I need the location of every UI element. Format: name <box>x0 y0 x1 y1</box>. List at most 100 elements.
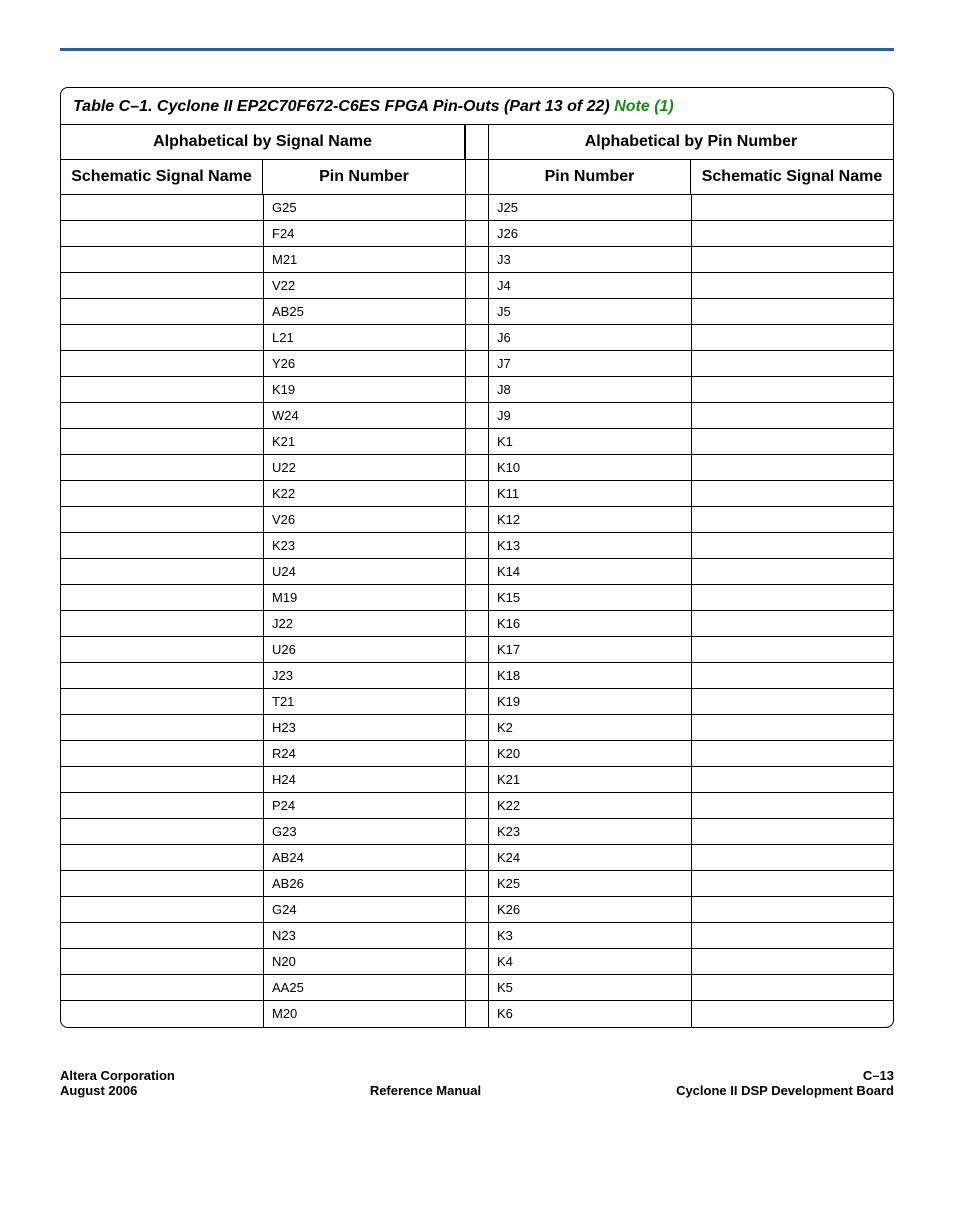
table-cell-pin: K5 <box>489 975 691 1001</box>
gap-cell <box>465 767 489 793</box>
table-cell-schematic <box>691 663 893 689</box>
table-note-link[interactable]: Note (1) <box>614 98 674 115</box>
table-cell-pin: K24 <box>489 845 691 871</box>
table-cell-pin: J7 <box>489 351 691 377</box>
gap-cell <box>465 325 489 351</box>
gap-cell <box>465 429 489 455</box>
gap-cell <box>465 455 489 481</box>
group-header-left: Alphabetical by Signal Name <box>61 125 465 160</box>
table-cell-pin: K14 <box>489 559 691 585</box>
table-cell-schematic <box>61 585 263 611</box>
table-cell-schematic <box>61 455 263 481</box>
table-cell-pin: K11 <box>489 481 691 507</box>
table-cell-schematic <box>691 325 893 351</box>
table-cell-pin: G24 <box>263 897 465 923</box>
table-cell-pin: J6 <box>489 325 691 351</box>
table-cell-pin: J5 <box>489 299 691 325</box>
table-cell-pin: K23 <box>263 533 465 559</box>
table-cell-schematic <box>61 793 263 819</box>
table-cell-pin: K22 <box>489 793 691 819</box>
table-cell-pin: K15 <box>489 585 691 611</box>
table-cell-schematic <box>691 845 893 871</box>
gap-cell <box>465 689 489 715</box>
table-cell-schematic <box>61 715 263 741</box>
table-cell-schematic <box>691 299 893 325</box>
table-cell-schematic <box>691 273 893 299</box>
gap-cell <box>465 1001 489 1027</box>
table-cell-pin: J4 <box>489 273 691 299</box>
table-cell-schematic <box>61 819 263 845</box>
table-cell-schematic <box>61 949 263 975</box>
gap-cell <box>465 403 489 429</box>
gap-header <box>465 125 489 160</box>
table-cell-pin: J23 <box>263 663 465 689</box>
table-cell-schematic <box>61 299 263 325</box>
table-cell-schematic <box>691 351 893 377</box>
table-cell-pin: K20 <box>489 741 691 767</box>
footer-company: Altera Corporation <box>60 1068 175 1083</box>
table-cell-schematic <box>691 871 893 897</box>
table-cell-schematic <box>691 429 893 455</box>
table-cell-schematic <box>691 741 893 767</box>
table-cell-schematic <box>691 585 893 611</box>
gap-cell <box>465 741 489 767</box>
table-cell-schematic <box>61 403 263 429</box>
table-cell-pin: K6 <box>489 1001 691 1027</box>
table-cell-pin: J22 <box>263 611 465 637</box>
gap-header2 <box>465 160 489 195</box>
table-cell-pin: K18 <box>489 663 691 689</box>
table-cell-pin: AB26 <box>263 871 465 897</box>
table-cell-schematic <box>691 923 893 949</box>
table-cell-pin: K4 <box>489 949 691 975</box>
gap-cell <box>465 793 489 819</box>
table-cell-schematic <box>61 1001 263 1027</box>
table-cell-schematic <box>691 403 893 429</box>
table-cell-schematic <box>61 767 263 793</box>
table-cell-schematic <box>691 377 893 403</box>
gap-cell <box>465 585 489 611</box>
table-cell-pin: K19 <box>489 689 691 715</box>
table-cell-pin: K21 <box>263 429 465 455</box>
table-cell-schematic <box>61 377 263 403</box>
table-title: Table C–1. Cyclone II EP2C70F672-C6ES FP… <box>61 88 893 125</box>
table-cell-pin: K1 <box>489 429 691 455</box>
table-cell-schematic <box>691 949 893 975</box>
table-cell-schematic <box>61 273 263 299</box>
table-cell-pin: U24 <box>263 559 465 585</box>
page-content: Table C–1. Cyclone II EP2C70F672-C6ES FP… <box>0 51 954 1028</box>
table-cell-pin: K3 <box>489 923 691 949</box>
gap-cell <box>465 195 489 221</box>
gap-cell <box>465 507 489 533</box>
table-cell-schematic <box>691 897 893 923</box>
gap-cell <box>465 247 489 273</box>
table-cell-schematic <box>61 975 263 1001</box>
table-cell-pin: M21 <box>263 247 465 273</box>
footer-doc-title: Reference Manual <box>370 1083 481 1098</box>
table-cell-pin: J26 <box>489 221 691 247</box>
col-header-schematic-left: Schematic Signal Name <box>61 160 263 195</box>
table-cell-pin: V22 <box>263 273 465 299</box>
gap-cell <box>465 715 489 741</box>
table-cell-pin: V26 <box>263 507 465 533</box>
table-cell-schematic <box>61 247 263 273</box>
gap-cell <box>465 923 489 949</box>
table-cell-pin: J3 <box>489 247 691 273</box>
table-cell-schematic <box>61 351 263 377</box>
table-cell-pin: F24 <box>263 221 465 247</box>
table-cell-pin: K23 <box>489 819 691 845</box>
table-cell-pin: K21 <box>489 767 691 793</box>
table-cell-pin: R24 <box>263 741 465 767</box>
table-cell-pin: J9 <box>489 403 691 429</box>
footer-right: C–13 Cyclone II DSP Development Board <box>676 1068 894 1098</box>
table-cell-pin: AA25 <box>263 975 465 1001</box>
table-cell-schematic <box>691 715 893 741</box>
table-cell-schematic <box>61 507 263 533</box>
gap-cell <box>465 897 489 923</box>
col-header-pin-left: Pin Number <box>263 160 465 195</box>
table-cell-pin: G25 <box>263 195 465 221</box>
gap-cell <box>465 845 489 871</box>
table-cell-pin: J8 <box>489 377 691 403</box>
footer-date: August 2006 <box>60 1083 175 1098</box>
table-cell-pin: AB25 <box>263 299 465 325</box>
table-cell-schematic <box>61 663 263 689</box>
